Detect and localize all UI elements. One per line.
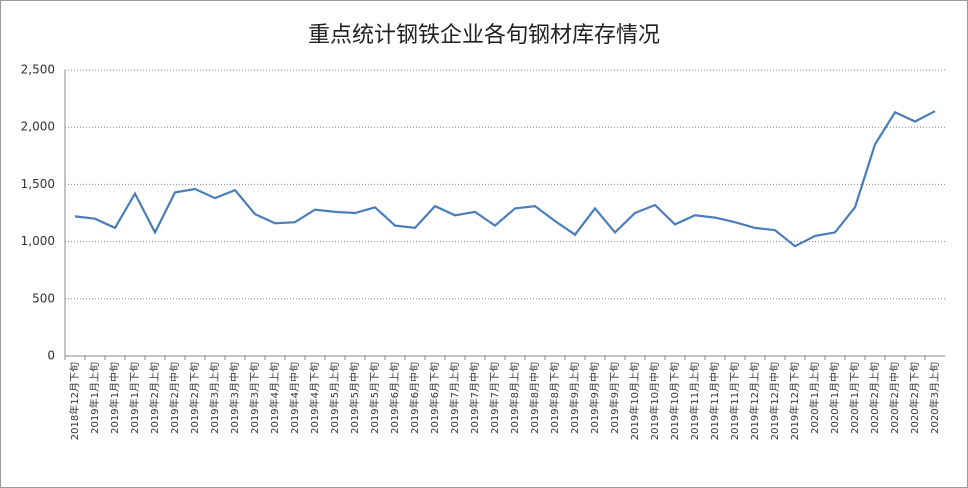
x-tick-label: 2020年1月下旬 (848, 362, 861, 434)
x-tick-label: 2019年9月下旬 (608, 362, 621, 434)
x-tick-label: 2020年2月上旬 (868, 362, 881, 434)
x-tick-label: 2019年8月下旬 (548, 362, 561, 434)
x-tick-label: 2019年8月中旬 (528, 362, 541, 434)
x-tick-label: 2019年6月下旬 (428, 362, 441, 434)
y-tick-label: 2,000 (21, 120, 55, 134)
x-tick-label: 2019年11月下旬 (728, 362, 741, 440)
x-tick-label: 2019年5月中旬 (348, 362, 361, 434)
y-tick-label: 2,500 (21, 63, 55, 77)
x-tick-label: 2019年4月下旬 (308, 362, 321, 434)
x-tick-label: 2019年4月中旬 (288, 362, 301, 434)
x-tick-label: 2019年7月中旬 (468, 362, 481, 434)
x-tick-label: 2020年1月上旬 (808, 362, 821, 434)
x-tick-label: 2019年1月下旬 (128, 362, 141, 434)
data-line (74, 110, 936, 248)
x-tick-label: 2019年10月上旬 (628, 362, 641, 440)
x-tick-label: 2019年6月中旬 (408, 362, 421, 434)
x-tick-label: 2019年3月上旬 (208, 362, 221, 434)
x-tick-label: 2019年4月上旬 (268, 362, 281, 434)
x-tick-label: 2020年2月下旬 (908, 362, 921, 434)
x-tick-label: 2019年3月中旬 (228, 362, 241, 434)
y-tick-label: 0 (47, 349, 55, 363)
x-tick-label: 2019年5月下旬 (368, 362, 381, 434)
x-tick-label: 2018年12月下旬 (68, 362, 81, 440)
x-tick-label: 2019年2月下旬 (188, 362, 201, 434)
x-tick-label: 2019年12月下旬 (788, 362, 801, 440)
x-tick-label: 2019年3月下旬 (248, 362, 261, 434)
x-tick-label: 2019年2月中旬 (168, 362, 181, 434)
x-tick-label: 2019年11月上旬 (688, 362, 701, 440)
x-tick-label: 2019年12月上旬 (748, 362, 761, 440)
x-tick-label: 2019年12月中旬 (768, 362, 781, 440)
x-tick-label: 2020年2月中旬 (888, 362, 901, 434)
x-tick-label: 2019年9月上旬 (568, 362, 581, 434)
x-tick-label: 2019年1月中旬 (108, 362, 121, 434)
x-tick-label: 2019年5月上旬 (328, 362, 341, 434)
y-tick-label: 1,000 (21, 234, 55, 248)
x-tick-label: 2020年1月中旬 (828, 362, 841, 434)
x-tick-label: 2019年9月中旬 (588, 362, 601, 434)
x-tick-label: 2019年8月上旬 (508, 362, 521, 434)
x-tick-label: 2019年10月中旬 (648, 362, 661, 440)
x-tick-label: 2019年7月上旬 (448, 362, 461, 434)
x-tick-label: 2019年10月下旬 (668, 362, 681, 440)
x-tick-label: 2019年11月中旬 (708, 362, 721, 440)
x-tick-label: 2019年1月上旬 (88, 362, 101, 434)
chart-title: 重点统计钢铁企业各旬钢材库存情况 (308, 23, 660, 48)
x-tick-label: 2020年3月上旬 (928, 362, 941, 434)
y-tick-label: 500 (32, 291, 55, 305)
y-tick-label: 1,500 (21, 177, 55, 191)
x-tick-label: 2019年6月上旬 (388, 362, 401, 434)
x-tick-label: 2019年7月下旬 (488, 362, 501, 434)
x-tick-label: 2019年2月上旬 (148, 362, 161, 434)
